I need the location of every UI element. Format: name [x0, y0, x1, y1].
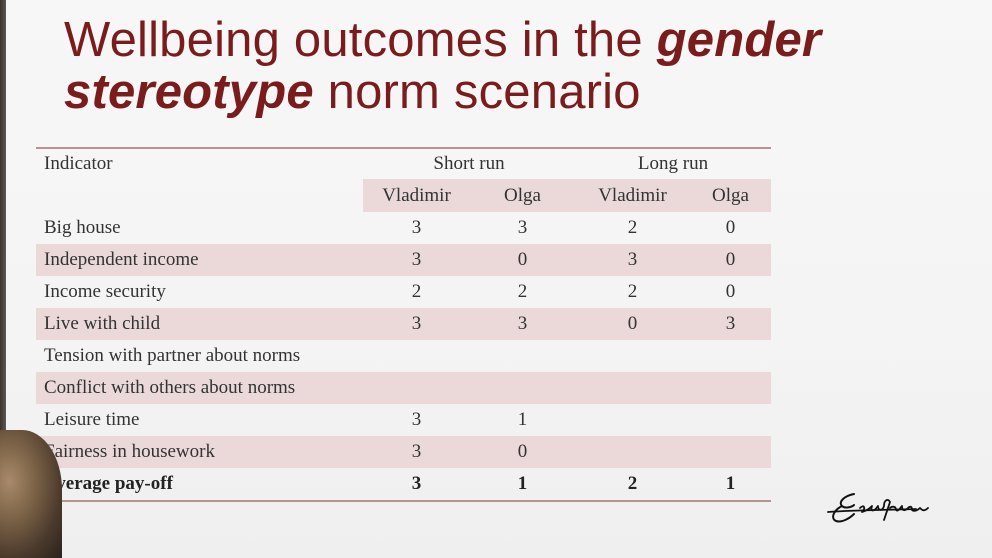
row-label: Conflict with others about norms	[36, 372, 363, 404]
table-row: Income security 2 2 2 0	[36, 276, 771, 308]
cell-value	[575, 340, 690, 372]
row-label: Live with child	[36, 308, 363, 340]
cell-value: 3	[575, 244, 690, 276]
presenter-video-overlay	[0, 430, 62, 558]
indicator-header: Indicator	[36, 147, 363, 179]
cell-value: 3	[363, 436, 470, 468]
table-row: Leisure time 3 1	[36, 404, 771, 436]
row-label: Income security	[44, 281, 166, 302]
cell-value	[363, 372, 470, 404]
cell-value	[363, 340, 470, 372]
cell-value: 0	[575, 308, 690, 340]
cell-value: 2	[627, 217, 638, 238]
cell-value: 0	[470, 244, 575, 276]
erasmus-signature-logo	[827, 493, 929, 523]
subheader-spacer	[36, 179, 363, 212]
cell-value: 0	[690, 244, 771, 276]
subheader-long-vladimir: Vladimir	[575, 179, 690, 212]
table-row: Conflict with others about norms	[36, 372, 771, 404]
cell-value: 3	[411, 409, 422, 430]
table-row: Tension with partner about norms	[36, 340, 771, 372]
average-value: 1	[470, 468, 575, 502]
average-label: Average pay-off	[36, 468, 363, 502]
cell-value	[470, 372, 575, 404]
cell-value: 3	[517, 217, 528, 238]
row-label: Leisure time	[44, 409, 140, 430]
cell-value: 3	[470, 308, 575, 340]
subheader-short-vladimir: Vladimir	[363, 179, 470, 212]
cell-value	[575, 436, 690, 468]
cell-value	[690, 404, 771, 436]
row-label: Fairness in housework	[36, 436, 363, 468]
short-run-header: Short run	[363, 147, 575, 179]
title-text-2: norm scenario	[313, 65, 641, 119]
table-header-row: Indicator Short run Long run	[36, 147, 771, 179]
row-label: Independent income	[36, 244, 363, 276]
subheader-short-olga: Olga	[470, 179, 575, 212]
average-value: 2	[575, 468, 690, 502]
cell-value: 3	[411, 217, 422, 238]
cell-value: 1	[517, 409, 528, 430]
subheader-long-olga: Olga	[690, 179, 771, 212]
average-value: 3	[363, 468, 470, 502]
cell-value	[470, 340, 575, 372]
cell-value	[575, 372, 690, 404]
video-left-edge	[0, 0, 8, 558]
cell-value	[690, 372, 771, 404]
wellbeing-table: Indicator Short run Long run Vladimir Ol…	[36, 147, 771, 502]
average-row: Average pay-off 3 1 2 1	[36, 468, 771, 502]
long-run-header: Long run	[575, 147, 771, 179]
title-emphasis-1: gender	[656, 13, 822, 67]
table-row: Live with child 3 3 0 3	[36, 308, 771, 340]
table-row: Fairness in housework 3 0	[36, 436, 771, 468]
cell-value	[690, 436, 771, 468]
cell-value	[575, 404, 690, 436]
table-row: Independent income 3 0 3 0	[36, 244, 771, 276]
cell-value: 0	[725, 217, 736, 238]
cell-value: 3	[690, 308, 771, 340]
cell-value: 0	[470, 436, 575, 468]
table-subheader-row: Vladimir Olga Vladimir Olga	[36, 179, 771, 212]
cell-value: 3	[363, 308, 470, 340]
slide-title: Wellbeing outcomes in the gender stereoty…	[64, 14, 964, 118]
row-label: Tension with partner about norms	[44, 345, 301, 366]
average-value: 1	[690, 468, 771, 502]
cell-value: 0	[725, 281, 736, 302]
cell-value: 3	[363, 244, 470, 276]
title-emphasis-2: stereotype	[64, 65, 314, 119]
cell-value: 2	[411, 281, 422, 302]
row-label: Big house	[44, 217, 121, 238]
cell-value: 2	[627, 281, 638, 302]
title-text-1: Wellbeing outcomes in the	[64, 13, 657, 67]
cell-value: 2	[517, 281, 528, 302]
cell-value	[690, 340, 771, 372]
table-row: Big house 3 3 2 0	[36, 212, 771, 244]
